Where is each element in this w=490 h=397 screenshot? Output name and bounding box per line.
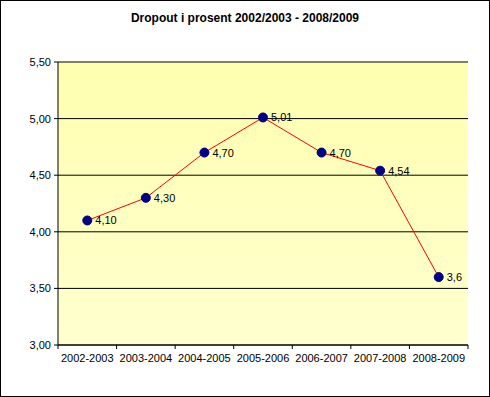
- data-point: [317, 148, 326, 157]
- x-tick: [58, 345, 59, 349]
- y-tick-label: 4,50: [30, 169, 51, 181]
- data-label: 5,01: [271, 111, 292, 123]
- x-tick-label: 2005-2006: [237, 352, 290, 364]
- y-tick-label: 5,50: [30, 56, 51, 68]
- data-point: [376, 166, 385, 175]
- chart-frame: [1, 1, 490, 397]
- x-tick: [175, 345, 176, 349]
- data-label: 3,6: [447, 271, 462, 283]
- y-tick: [54, 345, 58, 346]
- y-tick: [54, 288, 58, 289]
- data-labels: 4,10 4,30 4,70 5,01 4,70 4,54 3,6: [95, 111, 462, 283]
- x-tick-label: 2002-2003: [61, 352, 114, 364]
- y-tick: [54, 62, 58, 63]
- data-point: [434, 273, 443, 282]
- data-label: 4,54: [388, 165, 409, 177]
- y-tick: [54, 118, 58, 119]
- x-axis: [58, 345, 468, 346]
- x-tick: [292, 345, 293, 349]
- data-label: 4,30: [154, 192, 175, 204]
- x-tick: [468, 345, 469, 349]
- y-axis: [58, 62, 59, 345]
- y-tick: [54, 231, 58, 232]
- y-tick-label: 3,00: [30, 339, 51, 351]
- plot-group: [83, 113, 443, 282]
- series-line: [87, 117, 438, 277]
- y-tick-label: 5,00: [30, 113, 51, 125]
- data-point: [200, 148, 209, 157]
- x-tick-label: 2004-2005: [178, 352, 231, 364]
- x-tick-label: 2008-2009: [412, 352, 465, 364]
- grid-line: [58, 345, 468, 346]
- chart-title: Dropout i prosent 2002/2003 - 2008/2009: [131, 11, 359, 25]
- grid-line: [58, 231, 468, 232]
- y-tick: [54, 175, 58, 176]
- plot-area: [58, 62, 468, 345]
- x-tick: [233, 345, 234, 349]
- y-tick-label: 3,50: [30, 282, 51, 294]
- x-tick-label: 2003-2004: [120, 352, 173, 364]
- data-label: 4,70: [212, 147, 233, 159]
- data-point: [259, 113, 268, 122]
- data-label: 4,70: [330, 147, 351, 159]
- grid-line: [58, 288, 468, 289]
- x-tick-label: 2007-2008: [354, 352, 407, 364]
- y-tick-label: 4,00: [30, 226, 51, 238]
- grid-line: [58, 62, 468, 63]
- data-point: [141, 193, 150, 202]
- x-tick: [409, 345, 410, 349]
- data-point: [83, 216, 92, 225]
- x-tick: [350, 345, 351, 349]
- chart: Dropout i prosent 2002/2003 - 2008/2009 3…: [0, 0, 490, 397]
- x-tick: [116, 345, 117, 349]
- data-label: 4,10: [95, 214, 116, 226]
- x-tick-label: 2006-2007: [295, 352, 348, 364]
